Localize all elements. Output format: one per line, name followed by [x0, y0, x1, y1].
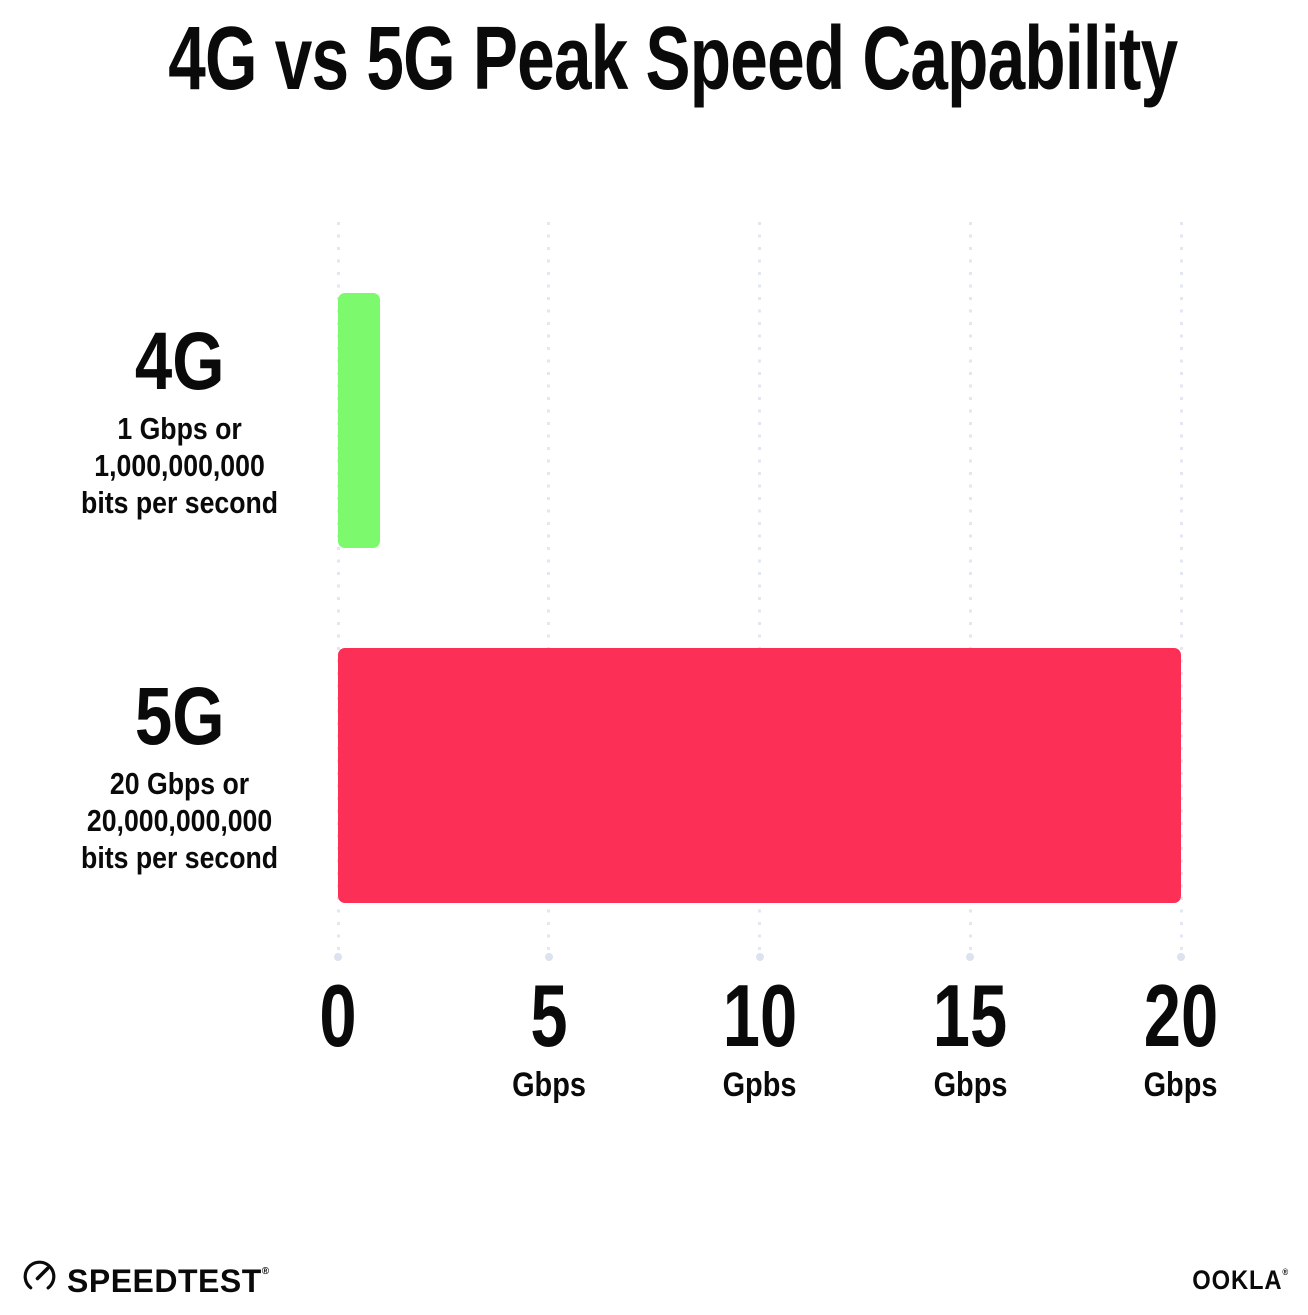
bar-5g	[338, 648, 1181, 903]
row-label-4g-line3: bits per second	[81, 485, 279, 520]
gridline-0	[336, 222, 340, 958]
x-tick-10-value: 10	[722, 966, 797, 1065]
x-tick-15: 15 Gbps	[921, 966, 1019, 1104]
x-axis: 0 5 Gbps 10 Gpbs 15 Gbps 20 Gbps	[319, 966, 1218, 1104]
chart-title-text: 4G vs 5G Peak Speed Capability	[168, 9, 1178, 109]
bar-4g	[338, 293, 381, 548]
gridline-20	[1179, 222, 1183, 958]
row-label-4g: 4G 1 Gbps or 1,000,000,000 bits per seco…	[28, 293, 332, 548]
x-tick-20-value: 20	[1143, 966, 1219, 1065]
row-label-5g-line2: 20,000,000,000	[87, 803, 273, 838]
row-label-5g-heading: 5G	[135, 671, 225, 762]
plot-area	[336, 222, 1183, 958]
x-tick-10-unit: Gpbs	[722, 1066, 797, 1104]
ookla-logo: OOKLA®	[1179, 1258, 1289, 1294]
speedtest-registered-mark: ®	[261, 1266, 270, 1277]
ookla-registered-mark: ®	[1282, 1267, 1289, 1277]
x-tick-10: 10 Gpbs	[711, 966, 809, 1104]
gridline-5	[547, 222, 551, 958]
x-tick-20-unit: Gbps	[1144, 1066, 1218, 1104]
x-tick-5-unit: Gbps	[511, 1066, 586, 1104]
gridline-10	[758, 222, 761, 958]
gridline-15	[968, 222, 972, 958]
speedtest-wordmark: SPEEDTEST®	[67, 1263, 270, 1299]
row-label-5g: 5G 20 Gbps or 20,000,000,000 bits per se…	[28, 648, 332, 903]
speedtest-logo: SPEEDTEST®	[21, 1254, 269, 1299]
ookla-wordmark: OOKLA®	[1192, 1265, 1289, 1295]
chart-title: 4G vs 5G Peak Speed Capability	[0, 10, 1308, 108]
x-tick-5: 5 Gbps	[505, 966, 592, 1104]
row-label-4g-line1: 1 Gbps or	[117, 411, 243, 446]
x-tick-20: 20 Gbps	[1132, 966, 1230, 1104]
row-label-5g-line3: bits per second	[81, 840, 279, 875]
x-tick-0: 0	[314, 972, 363, 1102]
row-label-4g-line2: 1,000,000,000	[94, 448, 266, 483]
x-tick-15-unit: Gbps	[933, 1066, 1008, 1104]
x-tick-0-value: 0	[319, 966, 357, 1065]
row-label-5g-line1: 20 Gbps or	[110, 766, 250, 801]
row-label-5g-description: 20 Gbps or 20,000,000,000 bits per secon…	[81, 765, 278, 876]
x-tick-15-value: 15	[933, 966, 1008, 1065]
speedtest-gauge-icon	[23, 1260, 56, 1293]
row-label-4g-heading: 4G	[135, 316, 225, 407]
row-label-4g-description: 1 Gbps or 1,000,000,000 bits per second	[81, 410, 278, 521]
x-tick-5-value: 5	[530, 966, 568, 1065]
